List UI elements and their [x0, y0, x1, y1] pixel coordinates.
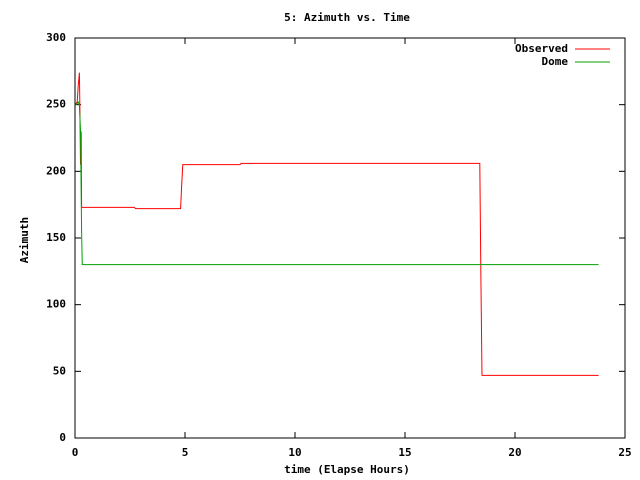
- legend-label: Dome: [542, 55, 569, 68]
- x-tick-label: 20: [508, 446, 521, 459]
- y-tick-label: 0: [59, 431, 66, 444]
- x-tick-label: 10: [288, 446, 301, 459]
- legend-label: Observed: [515, 42, 568, 55]
- x-tick-label: 25: [618, 446, 631, 459]
- y-tick-label: 150: [46, 231, 66, 244]
- x-tick-label: 5: [182, 446, 189, 459]
- x-tick-label: 0: [72, 446, 79, 459]
- x-tick-label: 15: [398, 446, 411, 459]
- y-tick-label: 250: [46, 98, 66, 111]
- data-line: [75, 101, 599, 266]
- y-tick-label: 200: [46, 164, 66, 177]
- data-line: [74, 72, 599, 376]
- plot-border: [74, 37, 626, 439]
- y-tick-label: 100: [46, 298, 66, 311]
- y-axis-label: Azimuth: [18, 217, 31, 263]
- x-axis-label: time (Elapse Hours): [284, 463, 410, 476]
- y-tick-label: 50: [53, 364, 66, 377]
- y-tick-label: 300: [46, 31, 66, 44]
- chart-title: 5: Azimuth vs. Time: [284, 11, 410, 24]
